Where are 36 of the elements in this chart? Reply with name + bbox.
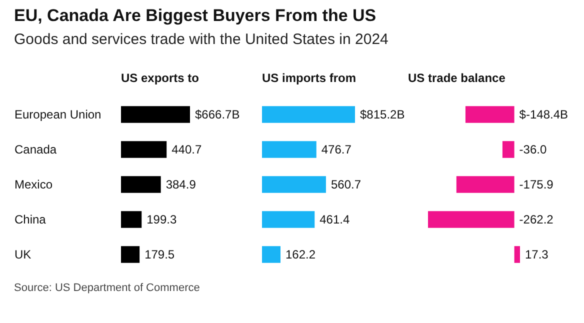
- text: Goods and services trade with the United States in 2024: [14, 31, 388, 48]
- bar: [262, 176, 326, 193]
- y-tick-label: Mexico: [14, 178, 53, 192]
- bar: [121, 141, 167, 158]
- bar: [121, 211, 142, 228]
- bar: [121, 176, 161, 193]
- bar: [262, 211, 315, 228]
- y-tick-label: European Union: [14, 108, 102, 122]
- bar: [121, 106, 190, 123]
- data-label: -36.0: [519, 142, 547, 156]
- data-label: 17.3: [525, 248, 549, 262]
- y-tick-label: Canada: [14, 142, 57, 156]
- data-label: $666.7B: [195, 108, 240, 122]
- data-label: 461.4: [320, 212, 350, 226]
- data-label: $-148.4B: [519, 108, 568, 122]
- bar: [262, 106, 355, 123]
- data-label: 384.9: [166, 178, 196, 192]
- chart-title: US exports to: [121, 71, 200, 85]
- data-label: $815.2B: [360, 108, 405, 122]
- data-label: 560.7: [330, 178, 362, 192]
- bar: [262, 246, 281, 263]
- data-label: -262.2: [519, 212, 554, 226]
- data-label: 476.7: [321, 142, 352, 156]
- data-label: 199.3: [146, 212, 177, 226]
- text: EU, Canada Are Biggest Buyers From the US: [14, 6, 376, 26]
- bar: [121, 246, 140, 263]
- data-label: 440.7: [172, 142, 202, 156]
- data-label: 179.5: [144, 248, 175, 262]
- source-note: Source: US Department of Commerce: [14, 282, 201, 294]
- chart-title: US trade balance: [408, 71, 506, 85]
- data-label: -175.9: [519, 178, 554, 192]
- chart-title: US imports from: [262, 71, 356, 85]
- bar: [262, 141, 316, 158]
- y-tick-label: UK: [14, 248, 32, 262]
- data-label: 162.2: [286, 248, 316, 262]
- y-tick-label: China: [14, 212, 46, 226]
